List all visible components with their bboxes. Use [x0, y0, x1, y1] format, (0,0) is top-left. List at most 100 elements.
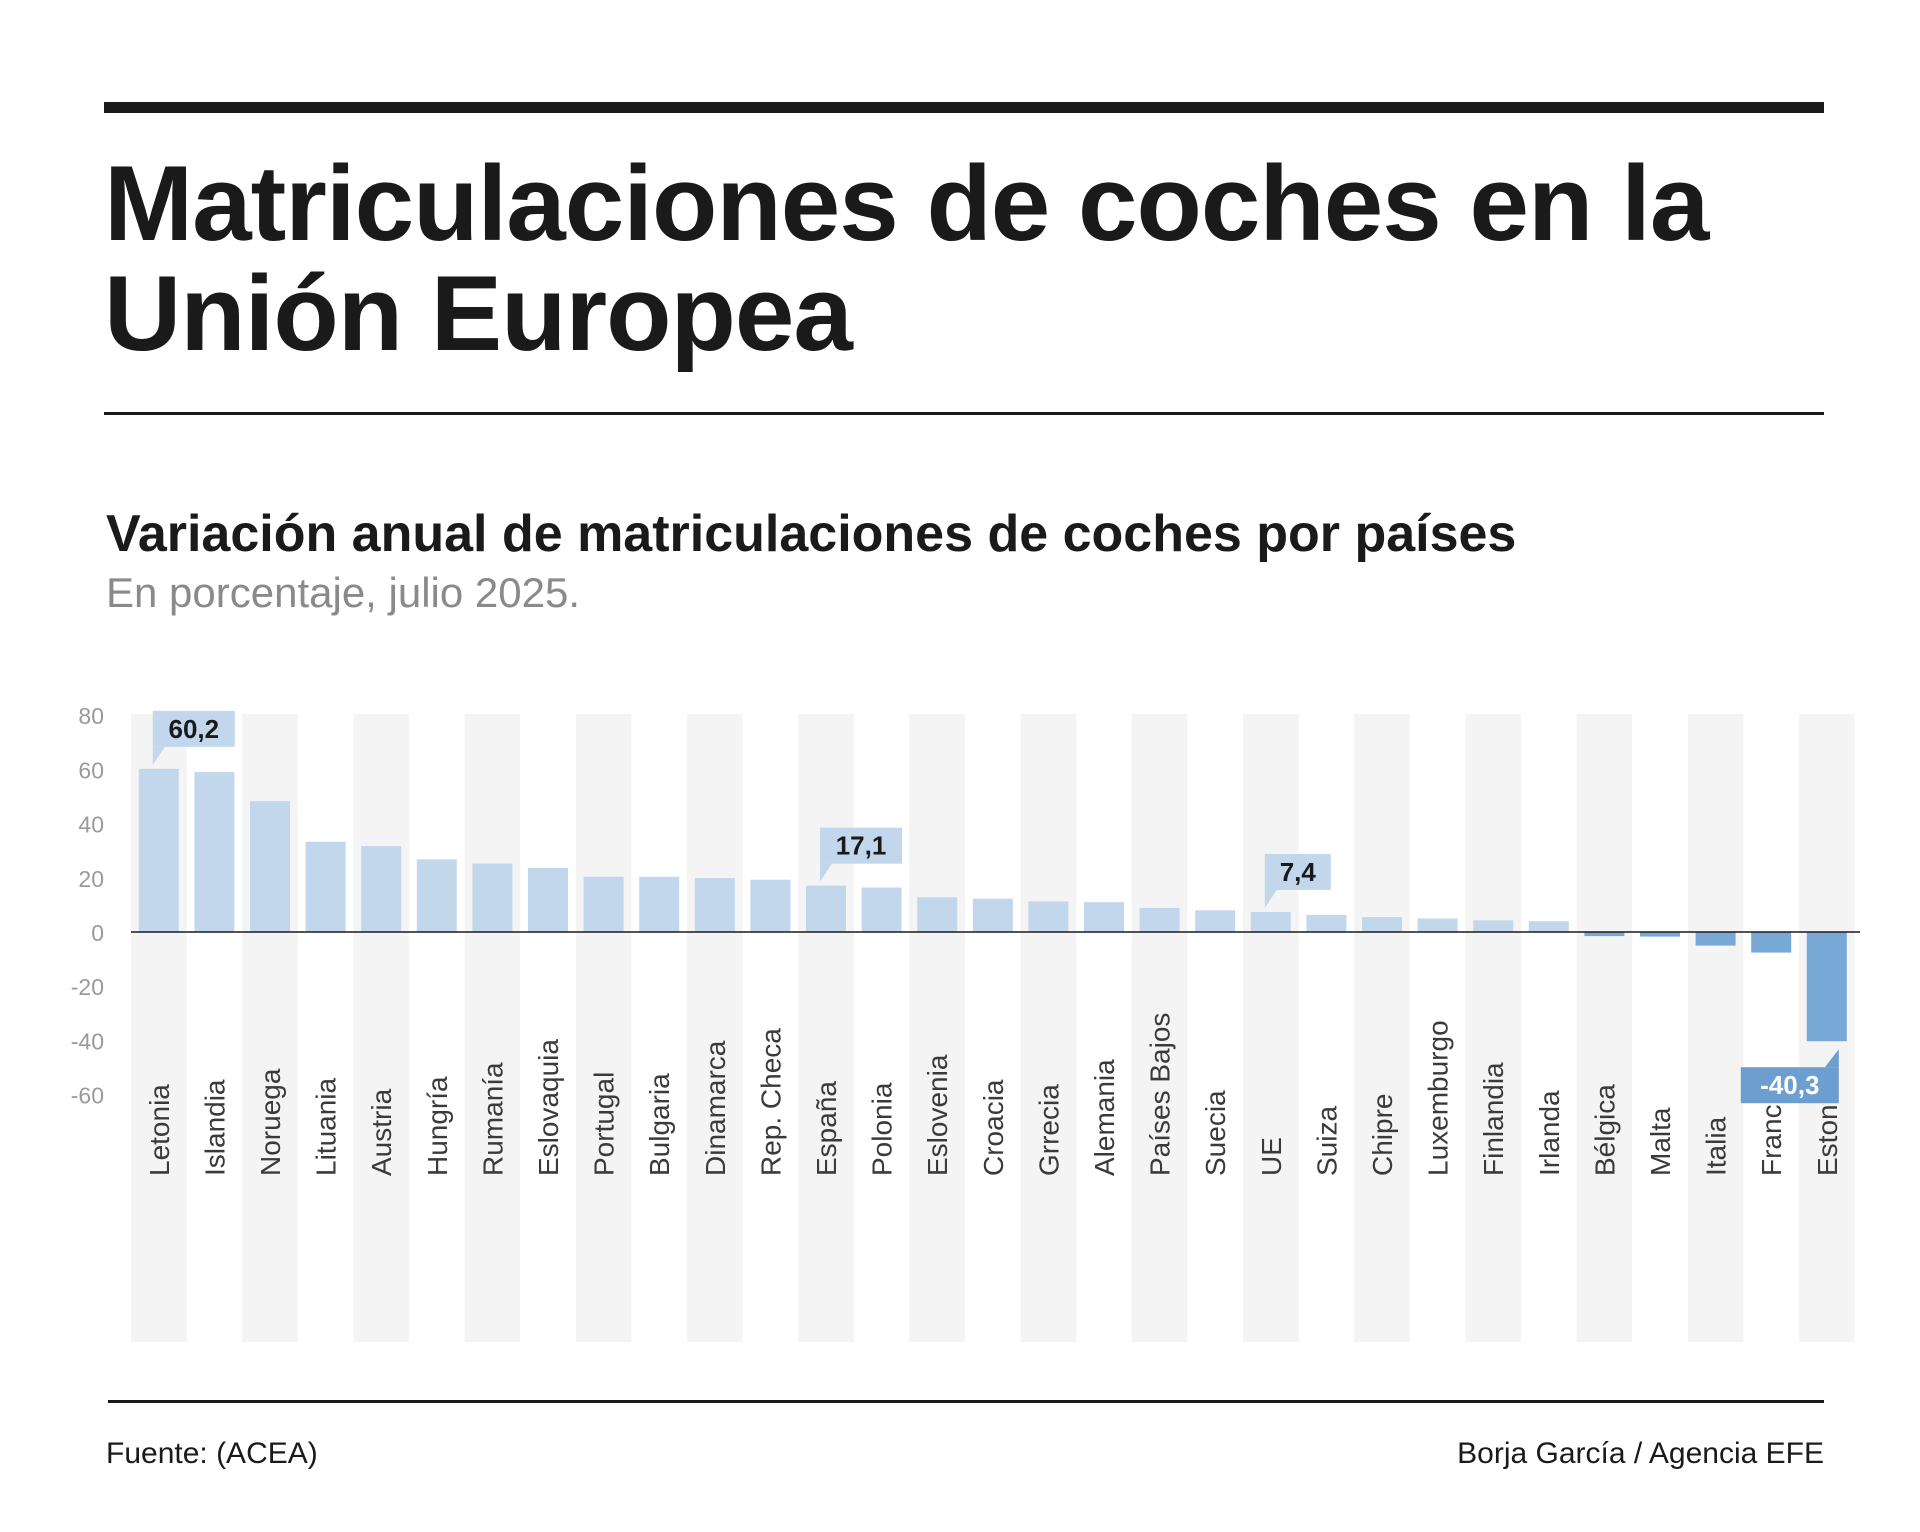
x-category-label: Croacia — [978, 1079, 1009, 1176]
annotation-label: 60,2 — [168, 714, 219, 744]
chart-subtitle: En porcentaje, julio 2025. — [106, 569, 580, 616]
source-note: Fuente: (ACEA) — [106, 1437, 318, 1470]
y-tick-label: 20 — [78, 866, 104, 892]
column-stripe — [464, 714, 521, 1342]
x-category-label: Finlandia — [1478, 1062, 1509, 1176]
annotation-box — [152, 710, 235, 747]
x-category-label: Letonia — [144, 1084, 175, 1176]
x-category-label: Portugal — [589, 1072, 620, 1176]
bar — [639, 876, 680, 932]
title-rule — [104, 412, 1824, 415]
x-category-label: Bélgica — [1589, 1084, 1620, 1176]
bar — [1028, 901, 1069, 932]
bar — [1306, 914, 1347, 932]
annotation-pointer — [1264, 889, 1277, 908]
bar — [1806, 932, 1847, 1042]
bar — [1640, 932, 1680, 937]
bar — [1362, 917, 1402, 932]
x-category-label: Lituania — [311, 1077, 342, 1176]
x-category-label: España — [811, 1081, 842, 1176]
bar — [472, 863, 513, 932]
bar — [528, 868, 568, 932]
bar — [694, 878, 735, 932]
bar — [750, 879, 791, 932]
bar — [305, 841, 346, 932]
column-stripe — [1687, 714, 1744, 1342]
bar — [138, 768, 179, 932]
column-stripe — [575, 714, 632, 1342]
column-stripe — [1243, 714, 1299, 1342]
bar — [361, 846, 402, 932]
x-category-label: Eslovenia — [922, 1054, 953, 1176]
y-tick-label: -20 — [71, 974, 104, 1000]
annotation-pointer — [820, 863, 832, 882]
x-category-label: Noruega — [255, 1068, 286, 1176]
annotation-label: 17,1 — [836, 831, 887, 861]
y-tick-label: -60 — [71, 1083, 104, 1109]
main-title: Matriculaciones de coches en la Unión Eu… — [104, 143, 1709, 373]
y-tick-label: 80 — [78, 703, 104, 729]
bar — [972, 898, 1013, 932]
x-category-label: Alemania — [1089, 1059, 1120, 1176]
annotation-box — [1740, 1067, 1839, 1104]
y-tick-label: 0 — [91, 920, 104, 946]
bar — [1195, 910, 1236, 932]
y-tick-label: 60 — [78, 757, 104, 783]
column-stripe — [909, 714, 965, 1342]
bar — [861, 887, 902, 932]
chart-title: Variación anual de matriculaciones de co… — [106, 505, 1517, 563]
x-category-label: Austria — [366, 1088, 397, 1176]
annotation-label: 7,4 — [1280, 857, 1317, 887]
bar — [250, 801, 290, 932]
x-category-label: Dinamarca — [700, 1040, 731, 1176]
bar — [194, 772, 235, 932]
x-category-label: Irlanda — [1534, 1090, 1565, 1176]
x-category-label: Rep. Checa — [755, 1028, 786, 1176]
bar — [1417, 918, 1458, 932]
credit-note: Borja García / Agencia EFE — [1457, 1437, 1824, 1470]
column-stripe — [1576, 714, 1633, 1342]
annotation-label: -40,3 — [1760, 1070, 1819, 1100]
bar — [1084, 902, 1124, 932]
y-tick-label: 40 — [78, 812, 104, 838]
bar — [1584, 932, 1625, 937]
bar — [806, 885, 846, 932]
column-stripe — [1131, 714, 1188, 1342]
x-category-label: Polonia — [867, 1082, 898, 1176]
bar — [1250, 911, 1291, 932]
x-category-label: Islandia — [199, 1079, 230, 1176]
annotation-box — [1264, 853, 1331, 890]
bar — [583, 876, 624, 932]
bar — [1695, 932, 1736, 946]
x-category-label: Luxemburgo — [1423, 1020, 1454, 1176]
x-category-label: Suecia — [1200, 1090, 1231, 1176]
x-category-label: Rumanía — [477, 1062, 508, 1176]
bar — [917, 897, 958, 932]
x-category-label: Grrecia — [1033, 1084, 1064, 1176]
annotation-box — [820, 827, 902, 864]
bar — [1751, 932, 1792, 953]
column-stripe — [687, 714, 743, 1342]
bar — [1473, 920, 1514, 932]
column-stripe — [1020, 714, 1077, 1342]
annotation-pointer — [1824, 1049, 1839, 1068]
bar — [1528, 921, 1569, 932]
y-tick-label: -40 — [71, 1028, 104, 1054]
x-category-label: Chipre — [1367, 1094, 1398, 1176]
top-rule — [104, 102, 1824, 113]
x-category-label: UE — [1256, 1137, 1287, 1176]
x-category-label: Suiza — [1311, 1106, 1342, 1176]
x-category-label: Malta — [1645, 1107, 1676, 1176]
column-stripe — [1354, 714, 1410, 1342]
bottom-rule — [108, 1400, 1824, 1403]
x-category-label: Bulgaria — [644, 1073, 675, 1176]
column-stripe — [798, 714, 854, 1342]
column-stripe — [1465, 714, 1521, 1342]
x-category-label: Hungría — [422, 1076, 453, 1176]
x-category-label: Eslovaquia — [533, 1039, 564, 1176]
x-category-label: Italia — [1701, 1116, 1732, 1176]
annotation-pointer — [152, 746, 165, 765]
column-stripe — [353, 714, 409, 1342]
bar — [416, 859, 457, 932]
